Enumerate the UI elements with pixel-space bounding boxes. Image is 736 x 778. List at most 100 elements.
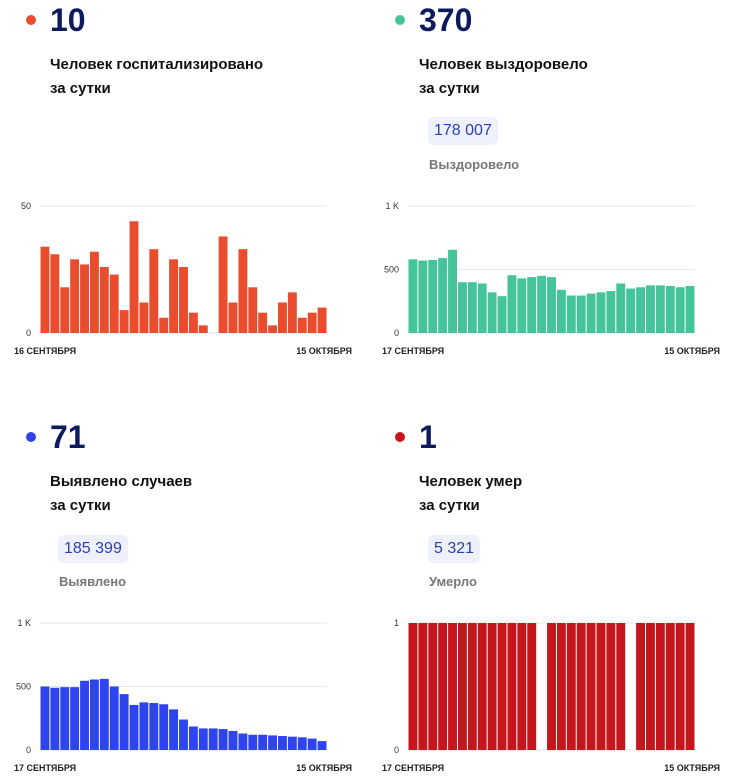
deaths-count: 1 <box>419 419 437 455</box>
hospitalized-bar-5 <box>89 251 99 333</box>
recovered-label-line2: за сутки <box>419 80 480 97</box>
hospitalized-count: 10 <box>50 2 86 38</box>
recovered-bar-7 <box>477 283 487 333</box>
hospitalized-bar-22 <box>258 312 268 333</box>
hospitalized-bar-14 <box>179 266 188 333</box>
deaths-bar-14 <box>547 623 556 750</box>
recovered-panel: 370 Человек выздоровело за сутки 178 007… <box>368 0 736 389</box>
deaths-total-badge: 5 321 <box>428 535 481 563</box>
deaths-bar-28 <box>685 623 695 750</box>
detected-bar-11 <box>149 703 159 750</box>
hospitalized-bar-27 <box>307 312 317 333</box>
hospitalized-bar-3 <box>70 259 80 333</box>
deaths-bar-12 <box>527 623 537 750</box>
recovered-bar-10 <box>507 275 517 333</box>
deaths-label-line1: Человек умер <box>419 473 523 490</box>
hospitalized-y-tick-label: 50 <box>21 201 31 211</box>
hospitalized-bar-4 <box>80 264 89 333</box>
hospitalized-bar-18 <box>218 236 228 333</box>
hospitalized-bar-25 <box>287 292 297 333</box>
hospitalized-bar-24 <box>278 302 287 333</box>
recovered-bar-26 <box>665 286 675 333</box>
detected-bar-12 <box>159 704 169 750</box>
detected-bar-4 <box>80 680 89 750</box>
detected-bar-3 <box>70 687 80 750</box>
recovered-bar-11 <box>517 278 527 333</box>
recovered-label-line1: Человек выздоровело <box>419 56 588 73</box>
deaths-bar-5 <box>457 623 467 750</box>
recovered-bar-24 <box>646 285 655 333</box>
deaths-y-tick-label: 0 <box>394 745 399 755</box>
deaths-bar-11 <box>517 623 527 750</box>
deaths-bar-8 <box>487 623 497 750</box>
recovered-bar-17 <box>576 295 586 333</box>
hospitalized-label-line1: Человек госпитализировано <box>50 56 264 73</box>
hospitalized-bar-11 <box>149 249 159 333</box>
detected-bar-15 <box>188 726 198 750</box>
recovered-count: 370 <box>419 2 473 38</box>
recovered-y-tick-label: 0 <box>394 328 399 338</box>
hospitalized-bar-16 <box>198 325 208 333</box>
hospitalized-bar-6 <box>99 266 109 333</box>
hospitalized-bar-21 <box>248 287 258 333</box>
hospitalized-dot <box>26 15 36 25</box>
detected-bar-27 <box>307 738 317 750</box>
deaths-bar-25 <box>655 623 665 750</box>
recovered-y-tick-label: 1 K <box>385 201 399 211</box>
detected-label-line1: Выявлено случаев <box>50 473 193 490</box>
hospitalized-bar-1 <box>50 254 60 333</box>
detected-bar-7 <box>109 686 119 750</box>
detected-bar-16 <box>198 728 208 750</box>
detected-bar-19 <box>228 730 238 750</box>
deaths-bar-2 <box>428 623 438 750</box>
recovered-total-badge: 178 007 <box>428 117 498 145</box>
deaths-bar-18 <box>586 623 596 750</box>
deaths-bar-21 <box>616 623 626 750</box>
hospitalized-bar-26 <box>297 317 307 333</box>
detected-bar-2 <box>60 687 70 750</box>
recovered-y-tick-label: 500 <box>384 265 399 275</box>
detected-bar-9 <box>129 704 139 750</box>
hospitalized-bar-15 <box>188 312 198 333</box>
deaths-bar-1 <box>418 623 428 750</box>
recovered-x-label-end: 15 ОКТЯБРЯ <box>664 346 720 356</box>
deaths-bar-17 <box>576 623 586 750</box>
hospitalized-bar-2 <box>60 287 70 333</box>
recovered-chart: 0 500 1 K 17 СЕНТЯБРЯ 15 ОКТЯБРЯ <box>382 201 720 356</box>
detected-label-line2: за сутки <box>50 497 111 514</box>
hospitalized-bar-23 <box>268 325 278 333</box>
detected-total-badge: 185 399 <box>58 535 128 563</box>
detected-bar-5 <box>89 679 99 750</box>
deaths-chart: 0 1 17 СЕНТЯБРЯ 15 ОКТЯБРЯ <box>382 618 720 773</box>
hospitalized-bar-9 <box>129 221 139 333</box>
detected-total-label: Выявлено <box>59 574 127 589</box>
deaths-bar-23 <box>636 623 646 750</box>
hospitalized-bar-13 <box>169 259 179 333</box>
detected-bar-23 <box>268 735 278 750</box>
detected-bar-13 <box>169 709 179 750</box>
detected-bar-25 <box>287 736 297 750</box>
recovered-bar-2 <box>428 259 438 333</box>
recovered-bar-19 <box>596 292 606 333</box>
deaths-bar-10 <box>507 623 517 750</box>
deaths-dot <box>395 432 405 442</box>
deaths-bar-9 <box>497 623 507 750</box>
deaths-x-label-start: 17 СЕНТЯБРЯ <box>382 763 444 773</box>
deaths-bar-20 <box>606 623 616 750</box>
detected-y-tick-label: 0 <box>26 745 31 755</box>
deaths-bar-0 <box>408 623 418 750</box>
detected-bar-8 <box>119 694 129 750</box>
detected-x-label-start: 17 СЕНТЯБРЯ <box>14 763 76 773</box>
detected-bar-14 <box>179 719 188 750</box>
recovered-bar-14 <box>547 277 556 333</box>
hospitalized-chart: 0 50 16 СЕНТЯБРЯ 15 ОКТЯБРЯ <box>14 201 352 356</box>
recovered-bar-13 <box>537 275 547 333</box>
recovered-bar-12 <box>527 277 537 333</box>
recovered-bar-27 <box>675 287 685 333</box>
hospitalized-bar-20 <box>238 249 248 333</box>
detected-bar-6 <box>99 678 109 750</box>
detected-bar-24 <box>278 736 287 750</box>
recovered-bar-22 <box>626 288 636 333</box>
deaths-bar-6 <box>467 623 477 750</box>
deaths-panel: 1 Человек умер за сутки 5 321 Умерло 0 1 1… <box>368 389 736 778</box>
